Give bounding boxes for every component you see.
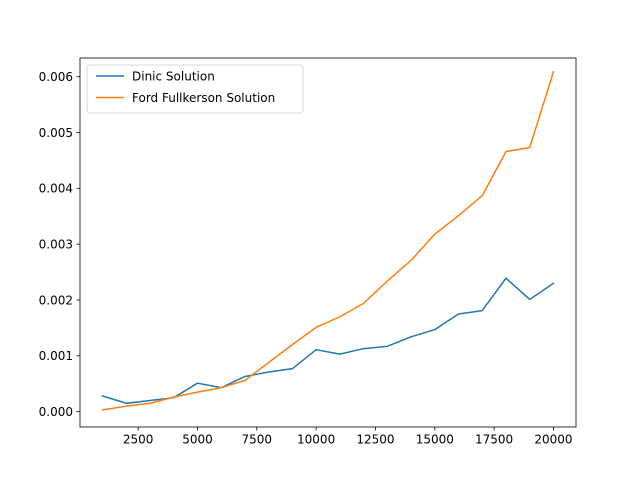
x-tick-label: 10000 [297, 433, 335, 447]
legend-label-2: Ford Fullkerson Solution [132, 91, 275, 105]
series-line-2 [101, 70, 555, 411]
legend: Dinic Solution Ford Fullkerson Solution [86, 64, 304, 114]
axes-frame [79, 57, 577, 428]
x-tick-label: 2500 [123, 433, 154, 447]
y-tick-label: 0.000 [39, 405, 73, 419]
y-tick-label: 0.002 [39, 293, 73, 307]
legend-label-1: Dinic Solution [132, 70, 215, 84]
x-tick-label: 15000 [416, 433, 454, 447]
x-tick-label: 20000 [534, 433, 572, 447]
axes: 2500 5000 7500 10000 12500 15000 17500 20000 0.0… [39, 57, 577, 447]
y-tick-label: 0.004 [39, 182, 73, 196]
x-tick-label: 17500 [475, 433, 513, 447]
legend-box [86, 64, 304, 114]
x-tick-label: 7500 [242, 433, 273, 447]
series-line-1 [101, 277, 555, 405]
y-tick-label: 0.006 [39, 70, 73, 84]
y-tick-label: 0.001 [39, 349, 73, 363]
plot-area [101, 70, 555, 411]
x-tick-label: 5000 [182, 433, 213, 447]
y-tick-label: 0.003 [39, 237, 73, 251]
x-tick-label: 12500 [356, 433, 394, 447]
y-tick-label: 0.005 [39, 126, 73, 140]
